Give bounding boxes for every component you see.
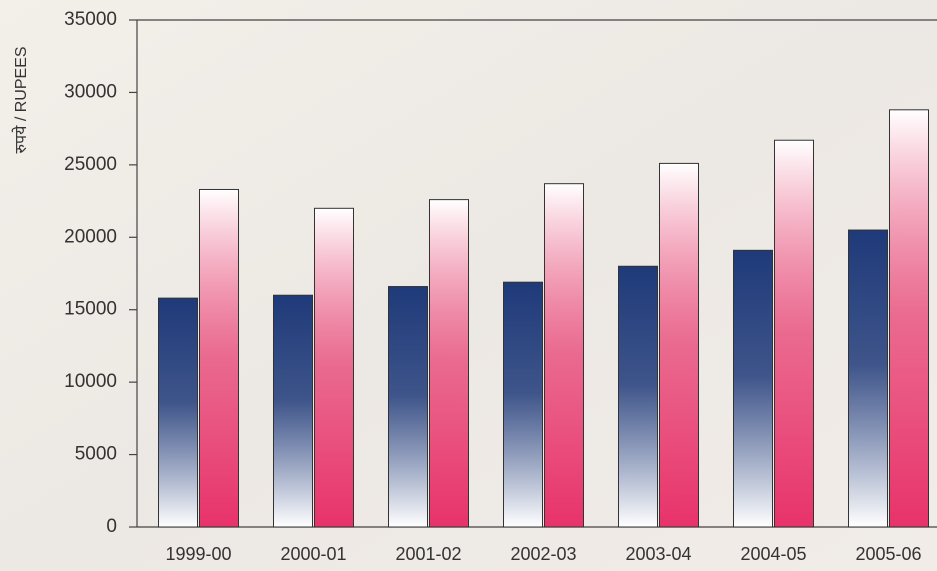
bar: [273, 294, 313, 528]
bar: [774, 139, 814, 528]
x-tick-label: 2000-01: [280, 544, 346, 564]
bar: [544, 183, 584, 528]
y-tick-label: 15000: [64, 299, 117, 320]
x-tick-label: 2001-02: [395, 544, 461, 564]
y-tick-label: 10000: [64, 371, 117, 392]
bar: [733, 249, 773, 528]
x-tick-label: 2005-06: [855, 544, 921, 564]
y-tick-label: 0: [106, 516, 117, 537]
bar: [848, 229, 888, 528]
x-tick-label: 2003-04: [625, 544, 691, 564]
y-tick-label: 35000: [64, 9, 117, 30]
bar: [388, 286, 428, 528]
y-tick-label: 20000: [64, 226, 117, 247]
y-tick-label: 25000: [64, 154, 117, 175]
x-tick-label: 1999-00: [165, 544, 231, 564]
bar: [503, 281, 543, 528]
y-axis-label: रुपये / RUPEES: [11, 46, 30, 153]
y-tick-label: 30000: [64, 81, 117, 102]
x-tick-label: 2004-05: [740, 544, 806, 564]
bar: [199, 188, 239, 528]
bar: [429, 199, 469, 528]
bar: [659, 162, 699, 528]
bar: [618, 265, 658, 528]
y-tick-label: 5000: [75, 444, 117, 465]
x-tick-label: 2002-03: [510, 544, 576, 564]
bar: [314, 207, 354, 528]
bar: [158, 297, 198, 528]
bar: [889, 109, 929, 528]
